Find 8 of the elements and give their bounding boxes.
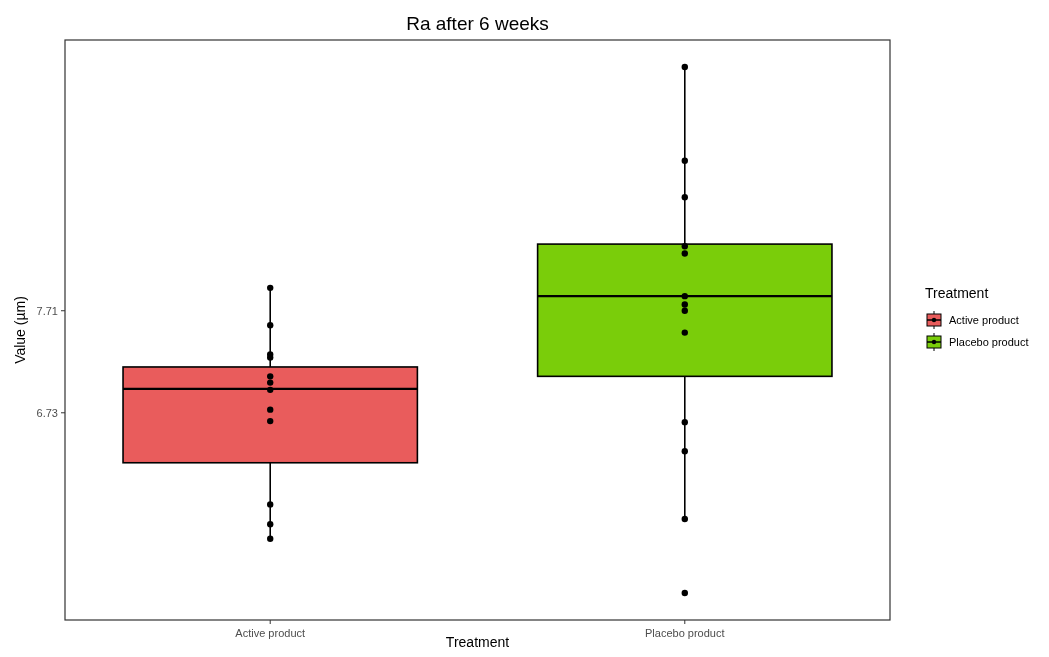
y-axis-title: Value (µm) — [12, 296, 28, 364]
y-tick-label: 7.71 — [36, 304, 58, 317]
x-axis-title: Treatment — [445, 634, 510, 650]
legend-title: Treatment — [925, 285, 989, 301]
chart-title: Ra after 6 weeks — [406, 13, 549, 34]
y-tick-label: 6.73 — [36, 406, 58, 419]
legend-label: Active product — [949, 313, 1019, 326]
legend-label: Placebo product — [949, 335, 1029, 348]
